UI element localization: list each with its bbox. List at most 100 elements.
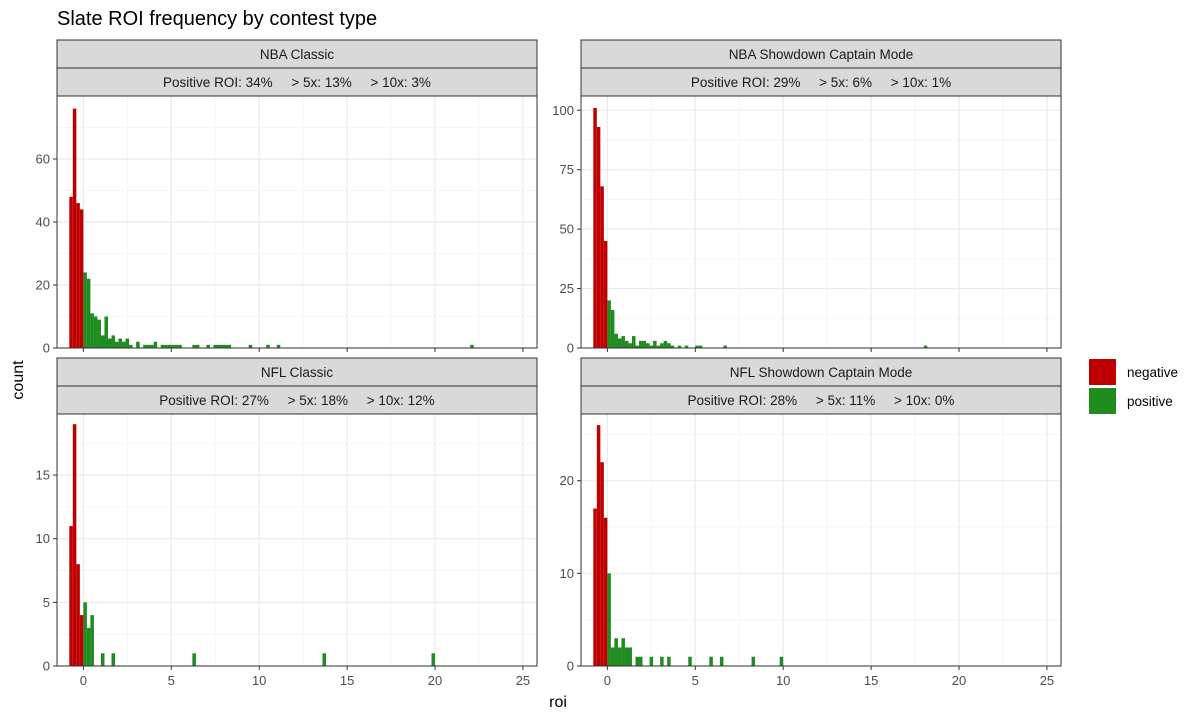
legend-key-negative	[1089, 359, 1116, 385]
y-axis: 0 20 40 60	[36, 152, 57, 356]
histogram-bar-positive	[660, 656, 664, 666]
y-tick-label: 75	[560, 162, 574, 177]
x-tick-label: 15	[864, 673, 878, 688]
histogram-bar-positive	[93, 316, 98, 348]
facet-strip-title	[56, 357, 538, 387]
histogram-bar-positive	[607, 573, 611, 666]
y-tick-label: 15	[36, 468, 50, 483]
histogram-bar-negative	[593, 107, 597, 348]
histogram-bar-positive	[171, 344, 175, 348]
histogram-bar-positive	[90, 615, 94, 666]
histogram-bar-positive	[617, 338, 622, 348]
histogram-bar-positive	[649, 345, 654, 348]
y-axis-title: count	[10, 360, 27, 400]
x-axis: 0 5 10 15 20 25	[80, 666, 530, 688]
gridlines	[57, 414, 537, 667]
histogram-bar-positive	[266, 344, 270, 348]
histogram-bar-negative	[76, 564, 80, 666]
histogram-bar-negative	[600, 186, 604, 348]
histogram-bar-positive	[192, 344, 196, 348]
histogram-bar-negative	[596, 126, 601, 348]
histogram-bar-positive	[227, 344, 232, 348]
histogram-bar-positive	[150, 344, 154, 348]
histogram-bar-negative	[600, 462, 604, 666]
y-tick-label: 100	[552, 103, 574, 118]
histogram-bar-positive	[125, 338, 130, 348]
histogram-bar-positive	[224, 344, 228, 348]
histogram-bar-positive	[192, 653, 196, 666]
x-tick-label: 5	[692, 673, 699, 688]
histogram-bar-positive	[178, 344, 182, 348]
histogram-bar-positive	[695, 345, 699, 348]
histogram-bar-positive	[751, 656, 756, 666]
histogram-bars	[69, 424, 436, 666]
histogram-bar-positive	[653, 340, 657, 348]
histogram-bar-positive	[129, 344, 133, 348]
histogram-bar-positive	[153, 341, 158, 348]
facet-strip-subtitle	[580, 67, 1062, 97]
histogram-bar-positive	[670, 345, 675, 348]
histogram-bar-positive	[322, 653, 327, 666]
histogram-bar-positive	[220, 344, 225, 348]
x-tick-label: 0	[604, 673, 611, 688]
histogram-bar-positive	[100, 335, 105, 348]
histogram-bar-positive	[624, 647, 629, 666]
histogram-bar-positive	[656, 345, 661, 348]
histogram-bar-positive	[107, 338, 112, 348]
histogram-bar-positive	[83, 272, 87, 348]
histogram-bar-negative	[593, 508, 597, 666]
facet-subtitle: Positive ROI: 28% > 5x: 11% > 10x: 0%	[688, 393, 955, 408]
histogram-bar-positive	[122, 341, 126, 348]
histogram-bar-negative	[79, 209, 84, 348]
histogram-bar-positive	[698, 345, 703, 348]
histogram-bar-positive	[614, 333, 618, 348]
facet-title: NBA Classic	[260, 47, 335, 62]
histogram-bar-positive	[213, 344, 217, 348]
histogram-bar-positive	[164, 344, 168, 348]
histogram-bar-positive	[143, 344, 147, 348]
x-tick-label: 15	[340, 673, 354, 688]
histogram-bar-negative	[603, 241, 608, 348]
x-tick-label: 5	[168, 673, 175, 688]
y-tick-label: 10	[560, 566, 574, 581]
facet-subtitle: Positive ROI: 34% > 5x: 13% > 10x: 3%	[163, 75, 431, 90]
plot-background	[581, 414, 1061, 666]
histogram-bar-positive	[646, 343, 650, 348]
histogram-bar-positive	[97, 319, 101, 348]
histogram-bar-positive	[146, 344, 151, 348]
histogram-bar-positive	[639, 340, 643, 348]
histogram-bars	[69, 108, 474, 348]
histogram-bar-positive	[642, 340, 647, 348]
x-tick-label: 25	[1040, 673, 1054, 688]
histogram-bar-positive	[90, 313, 94, 348]
histogram-bar-positive	[206, 344, 210, 348]
x-tick-label: 25	[516, 673, 530, 688]
histogram-bar-positive	[635, 345, 640, 348]
plot-background	[581, 96, 1061, 348]
facet-strip-title	[580, 39, 1062, 69]
histogram-bar-positive	[276, 344, 281, 348]
histogram-bar-positive	[684, 345, 689, 348]
histogram-bar-positive	[174, 344, 179, 348]
histogram-bar-positive	[614, 638, 618, 666]
histogram-bar-positive	[610, 647, 615, 666]
x-tick-label: 20	[952, 673, 966, 688]
histogram-bar-positive	[635, 656, 640, 666]
x-tick-label: 20	[428, 673, 442, 688]
histogram-bar-positive	[167, 344, 172, 348]
histogram-bar-positive	[719, 656, 724, 666]
histogram-bar-negative	[76, 203, 80, 348]
histogram-bar-positive	[248, 344, 253, 348]
histogram-bar-positive	[86, 627, 91, 666]
histogram-bar-positive	[639, 656, 643, 666]
legend-label-negative: negative	[1127, 365, 1178, 380]
histogram-bar-positive	[431, 653, 436, 666]
facet-nba-classic: NBA Classic Positive ROI: 34% > 5x: 13% >…	[36, 39, 538, 370]
y-tick-label: 20	[36, 278, 50, 293]
histogram-bar-positive	[621, 638, 625, 666]
histogram-bar-positive	[649, 656, 654, 666]
y-tick-label: 0	[43, 659, 50, 674]
chart-title: Slate ROI frequency by contest type	[57, 8, 377, 30]
histogram-bar-negative	[69, 196, 73, 348]
histogram-bar-negative	[596, 425, 601, 666]
